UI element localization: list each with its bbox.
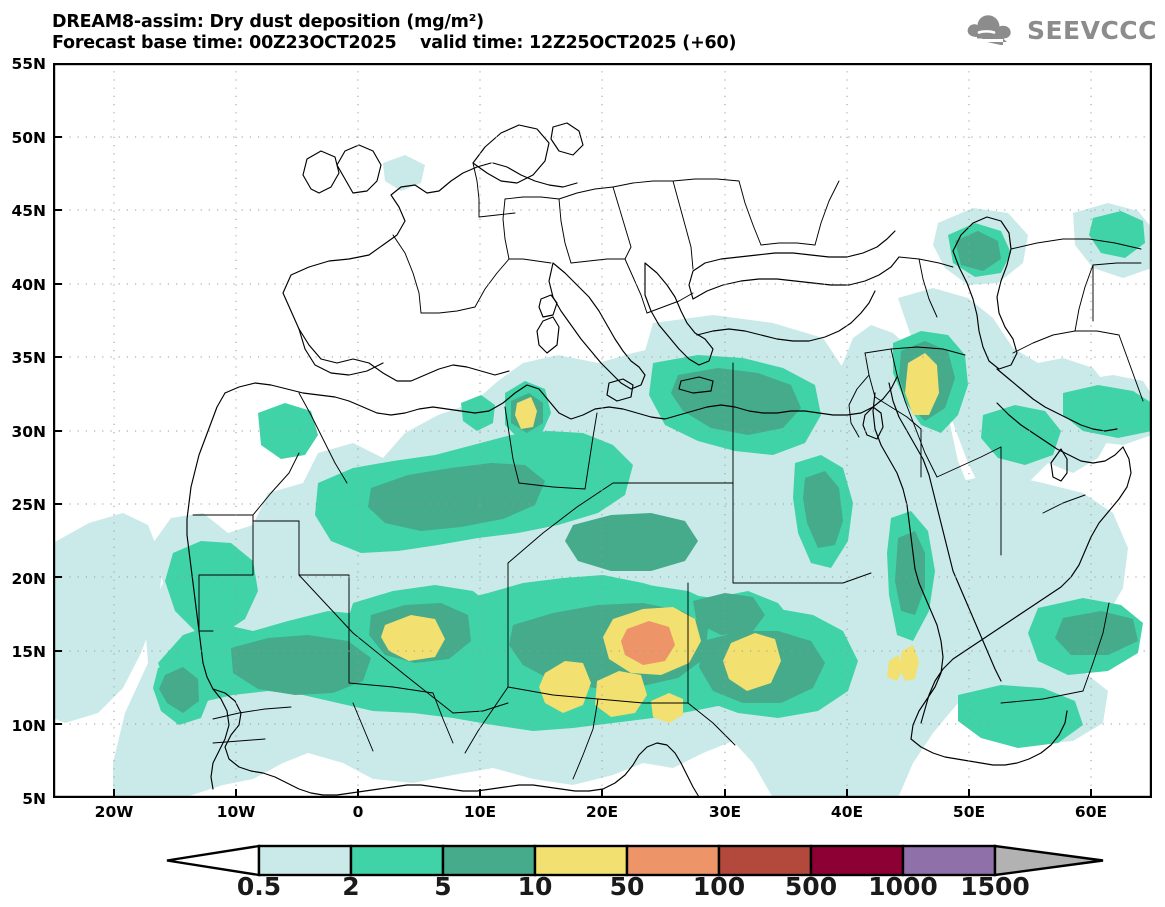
colorbar-tick-1000: 1000	[868, 872, 938, 901]
colorbar[interactable]	[165, 843, 1105, 878]
x-axis-label-60e: 60E	[1074, 803, 1108, 821]
colorbar-cell-5	[717, 844, 813, 877]
x-axis-label-10w: 10W	[216, 803, 256, 821]
colorbar-tick-100: 100	[692, 872, 746, 901]
x-axis-label-20e: 20E	[585, 803, 619, 821]
map-borders	[192, 162, 1144, 780]
colorbar-over-arrow	[993, 844, 1104, 877]
colorbar-tick-1500: 1500	[960, 872, 1030, 901]
y-axis-label-10n: 10N	[11, 717, 46, 735]
seevccc-logo: SEEVCCC	[963, 10, 1157, 50]
map-plot-area[interactable]	[53, 63, 1152, 798]
x-axis-label-0: 0	[352, 803, 364, 821]
colorbar-under-arrow	[166, 844, 261, 877]
colorbar-cell-4	[625, 844, 721, 877]
colorbar-tick-2: 2	[342, 872, 360, 901]
map-coastlines	[186, 122, 1132, 798]
y-axis-label-25n: 25N	[11, 496, 46, 514]
colorbar-tick-500: 500	[784, 872, 838, 901]
map-gridlines	[53, 63, 1152, 798]
colorbar-cell-3	[533, 844, 629, 877]
colorbar-cell-6	[809, 844, 905, 877]
forecast-time-subtitle: Forecast base time: 00Z23OCT2025 valid t…	[52, 33, 737, 53]
x-axis-label-10e: 10E	[463, 803, 497, 821]
page-title: DREAM8-assim: Dry dust deposition (mg/m²…	[52, 12, 484, 32]
colorbar-tick-50: 50	[609, 872, 645, 901]
colorbar-tick-0p5: 0.5	[236, 872, 282, 901]
y-axis-label-35n: 35N	[11, 349, 46, 367]
x-axis-label-20w: 20W	[94, 803, 134, 821]
colorbar-cell-0	[257, 844, 353, 877]
y-axis-label-45n: 45N	[11, 202, 46, 220]
y-axis-label-20n: 20N	[11, 570, 46, 588]
y-axis-label-40n: 40N	[11, 276, 46, 294]
axis-ticks	[53, 63, 1092, 798]
cloud-icon	[963, 11, 1021, 49]
contour-fills	[53, 155, 1152, 798]
x-axis-label-40e: 40E	[830, 803, 864, 821]
y-axis-label-50n: 50N	[11, 129, 46, 147]
colorbar-cell-7	[901, 844, 997, 877]
x-axis-label-30e: 30E	[708, 803, 742, 821]
colorbar-cell-2	[441, 844, 537, 877]
x-axis-label-50e: 50E	[952, 803, 986, 821]
y-axis-label-30n: 30N	[11, 423, 46, 441]
y-axis-label-15n: 15N	[11, 643, 46, 661]
logo-text: SEEVCCC	[1026, 15, 1157, 45]
colorbar-tick-10: 10	[517, 872, 553, 901]
y-axis-label-55n: 55N	[11, 55, 46, 73]
dust-deposition-map[interactable]	[53, 63, 1152, 798]
colorbar-cell-1	[349, 844, 445, 877]
colorbar-tick-5: 5	[434, 872, 452, 901]
y-axis-label-5n: 5N	[22, 790, 46, 808]
